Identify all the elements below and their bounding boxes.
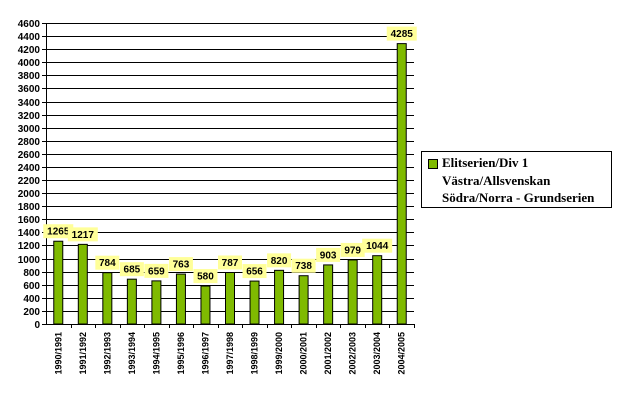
y-tick-label: 2600 [18, 150, 41, 161]
data-label-bg [95, 255, 120, 270]
y-tick-label: 2800 [18, 137, 41, 148]
bar [200, 285, 211, 325]
legend-line-1: Elitserien/Div 1 [442, 155, 529, 170]
y-tick-label: 3400 [18, 98, 41, 109]
y-tick-label: 600 [23, 281, 40, 292]
data-label: 903 [320, 250, 337, 261]
bar [102, 272, 113, 325]
legend-line-2: Västra/Allsvenskan [442, 172, 551, 188]
x-tick-label: 2000/2001 [299, 332, 309, 375]
x-tick-label: 1990/1991 [53, 332, 63, 375]
data-label-bg [291, 258, 316, 273]
data-label-bg [362, 238, 393, 253]
x-tick-label: 2003/2004 [372, 332, 382, 375]
x-tick-label: 2002/2003 [348, 332, 358, 375]
x-tick-label: 2001/2002 [323, 332, 333, 375]
bar [323, 264, 334, 325]
data-label: 580 [197, 272, 214, 283]
y-tick-label: 4000 [18, 58, 41, 69]
x-tick-label: 1996/1997 [200, 332, 210, 375]
data-label-bg [267, 253, 292, 268]
bar [372, 255, 383, 325]
y-tick-label: 200 [23, 307, 40, 318]
data-label-bg [168, 257, 193, 272]
data-label: 763 [173, 260, 190, 271]
bar [77, 243, 88, 325]
data-label: 820 [271, 256, 288, 267]
data-label-bg [242, 264, 267, 279]
bar [225, 272, 235, 325]
x-tick-label: 1991/1992 [78, 332, 88, 375]
data-labels: 1265 1217 784 685 659 763 580 787 656 820 738 903 97… [43, 26, 417, 284]
legend-swatch [428, 159, 438, 169]
y-tick-label: 1400 [18, 228, 41, 239]
x-tick-label: 1993/1994 [127, 332, 137, 375]
data-label: 656 [246, 267, 263, 278]
data-label: 1217 [72, 230, 95, 241]
x-tick-label: 1998/1999 [250, 332, 260, 375]
data-label-bg [316, 247, 341, 262]
y-tick-label: 4600 [18, 19, 41, 30]
data-label: 1044 [366, 241, 389, 252]
bar [53, 240, 64, 325]
y-axis: 0 200 400 600 800 1000 1200 1400 1600 1800 2000 220… [18, 19, 47, 331]
y-tick-label: 2400 [18, 163, 41, 174]
legend: Elitserien/Div 1 Västra/Allsvenskan Södr… [421, 151, 612, 208]
y-tick-label: 800 [23, 268, 40, 279]
y-tick-label: 4200 [18, 45, 41, 56]
y-tick-label: 2000 [18, 189, 41, 200]
y-tick-label: 1800 [18, 202, 41, 213]
x-tick-label: 1994/1995 [151, 332, 161, 375]
data-label-bg [386, 26, 417, 41]
data-label: 685 [124, 265, 141, 276]
legend-line-3: Södra/Norra - Grundserien [442, 190, 595, 205]
bar [249, 280, 260, 325]
x-tick-label: 1999/2000 [274, 332, 284, 375]
bar [274, 269, 285, 325]
data-label-bg [193, 269, 218, 284]
y-tick-label: 3800 [18, 71, 41, 82]
data-label: 787 [222, 258, 239, 269]
x-tick-label: 1992/1993 [102, 332, 112, 375]
bar [298, 275, 309, 325]
data-label: 784 [99, 258, 116, 269]
y-tick-label: 0 [34, 320, 40, 331]
x-tick-label: 1995/1996 [176, 332, 186, 375]
data-label-bg [144, 263, 169, 278]
data-label: 738 [295, 261, 312, 272]
data-label-bg [340, 242, 365, 257]
data-label-bg [218, 255, 242, 270]
data-label: 979 [344, 245, 361, 256]
y-tick-label: 1600 [18, 215, 41, 226]
x-tick-label: 1997/1998 [225, 332, 235, 375]
y-tick-label: 2200 [18, 176, 41, 187]
y-tick-label: 3000 [18, 124, 41, 135]
data-label: 659 [148, 266, 165, 277]
y-tick-label: 4400 [18, 32, 41, 43]
y-tick-label: 400 [23, 294, 40, 305]
bar [126, 278, 137, 325]
x-tick-label: 2004/2005 [397, 332, 407, 375]
data-label: 1265 [47, 227, 70, 238]
bar [396, 43, 407, 325]
legend-label: Elitserien/Div 1 Västra/Allsvenskan Södr… [442, 154, 594, 207]
data-label: 4285 [391, 29, 414, 40]
y-tick-label: 1000 [18, 255, 41, 266]
data-label-bg [119, 262, 144, 277]
bar [175, 273, 186, 325]
data-label-bg [43, 224, 74, 239]
bar [347, 259, 358, 325]
x-axis: 1990/1991 1991/1992 1992/1993 1993/1994 1994… [46, 324, 415, 375]
bars [53, 43, 407, 325]
y-tick-label: 3600 [18, 84, 41, 95]
bar [151, 280, 162, 325]
data-label-bg [67, 227, 98, 242]
y-tick-label: 3200 [18, 111, 41, 122]
y-tick-label: 1200 [18, 241, 41, 252]
